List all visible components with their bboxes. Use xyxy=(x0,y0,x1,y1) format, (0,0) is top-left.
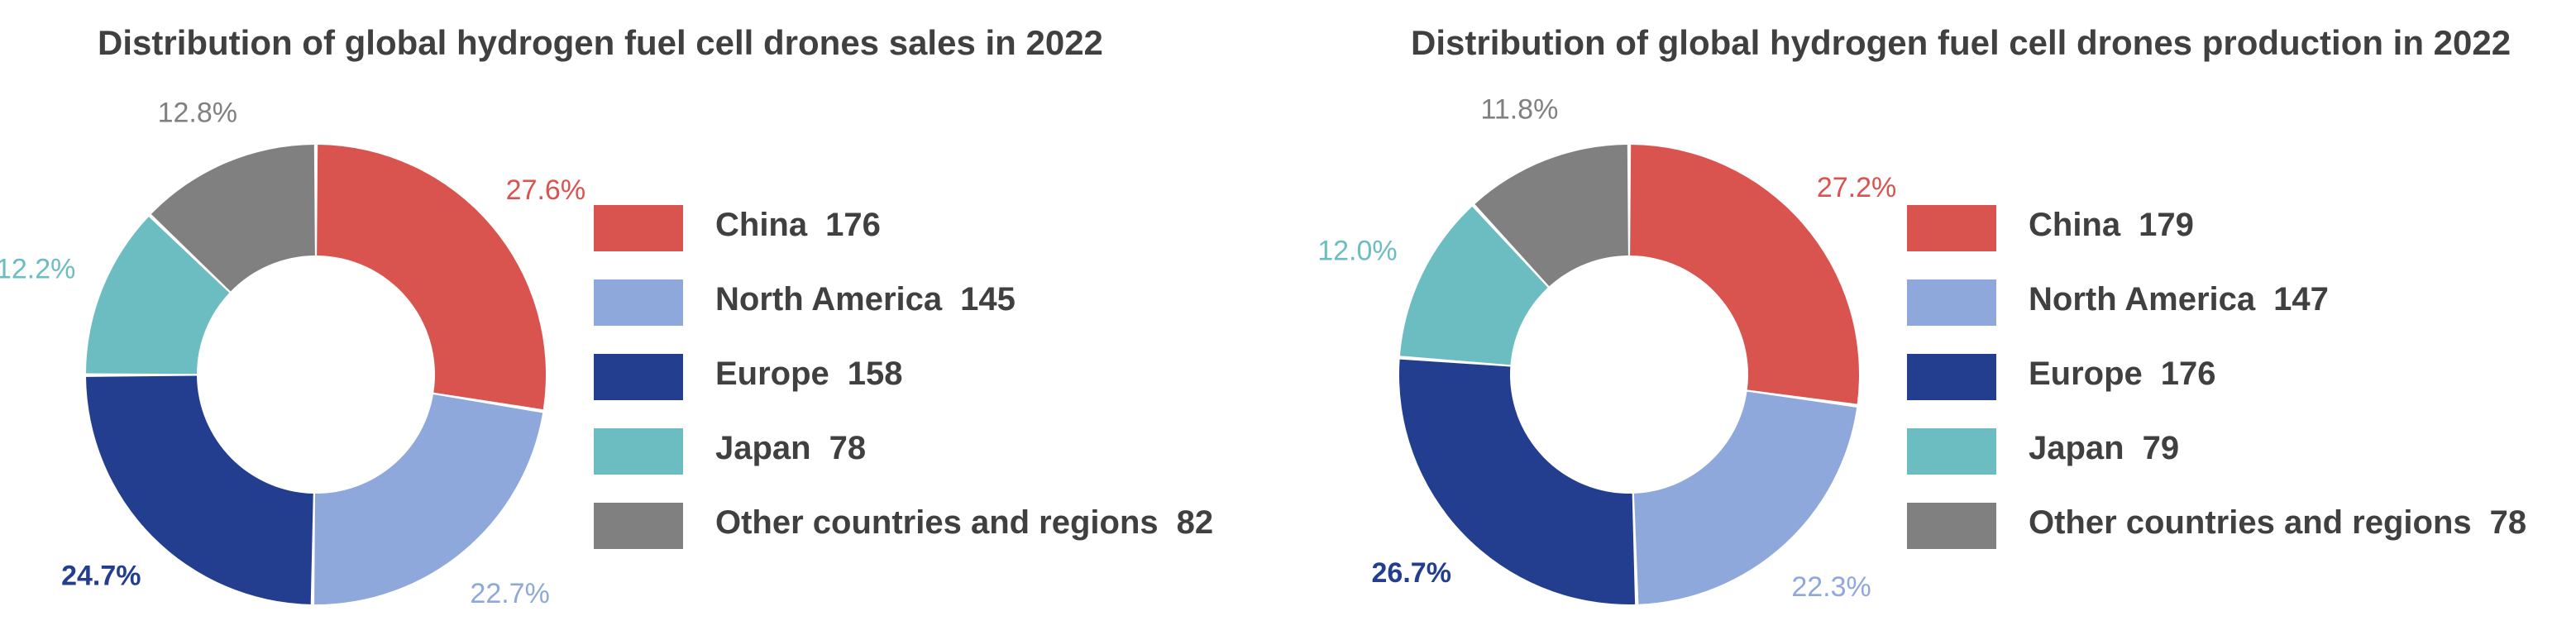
donut-slice-north-america xyxy=(314,394,543,605)
legend-value-japan: 79 xyxy=(2142,430,2180,466)
percent-label-europe: 26.7% xyxy=(1372,557,1451,589)
donut-slice-other-countries-and-regions xyxy=(151,145,315,292)
legend-value-other: 78 xyxy=(2489,504,2527,541)
donut-slice-other-countries-and-regions xyxy=(1474,145,1628,287)
legend-label-china: China xyxy=(2029,207,2121,243)
legend-label-china: China xyxy=(715,207,808,243)
donut-slice-japan xyxy=(86,217,230,375)
percent-label-europe: 24.7% xyxy=(61,560,141,591)
legend-value-north-america: 147 xyxy=(2273,281,2329,318)
percent-label-other-countries-and-regions: 11.8% xyxy=(1480,93,1558,125)
donut-slice-europe xyxy=(86,375,313,604)
legend-swatch-north-america xyxy=(594,279,683,326)
percent-label-north-america: 22.3% xyxy=(1791,571,1871,603)
legend-swatch-other xyxy=(1907,503,1996,549)
legend-swatch-europe xyxy=(594,354,683,400)
sales-donut-chart: 27.6% 22.7% 24.7% 12.2% 12.8% xyxy=(0,98,585,610)
donut-slice-china xyxy=(1630,145,1859,404)
legend-value-china: 176 xyxy=(825,207,881,243)
donut-slice-japan xyxy=(1399,206,1548,365)
donut-slice-north-america xyxy=(1633,391,1857,604)
sales-chart-title: Distribution of global hydrogen fuel cel… xyxy=(98,23,1103,62)
percent-label-other-countries-and-regions: 12.8% xyxy=(158,98,237,129)
legend-value-other: 82 xyxy=(1176,504,1214,541)
production-chart-panel: Distribution of global hydrogen fuel cel… xyxy=(1313,0,2576,635)
legend-label-europe: Europe xyxy=(715,356,829,392)
legend-value-north-america: 145 xyxy=(960,281,1016,318)
legend-value-china: 179 xyxy=(2139,207,2194,243)
legend-swatch-japan xyxy=(1907,428,1996,475)
legend-swatch-china xyxy=(1907,205,1996,251)
legend-label-japan: Japan xyxy=(2029,430,2124,466)
sales-chart-panel: Distribution of global hydrogen fuel cel… xyxy=(0,23,1214,610)
legend-label-other: Other countries and regions xyxy=(715,504,1159,541)
production-donut-chart: 27.2% 22.3% 26.7% 12.0% 11.8% xyxy=(1317,93,1896,604)
legend-value-europe: 176 xyxy=(2160,356,2216,392)
legend-label-north-america: North America xyxy=(715,281,943,318)
donut-slice-europe xyxy=(1399,359,1636,604)
legend-label-europe: Europe xyxy=(2029,356,2143,392)
legend-value-europe: 158 xyxy=(847,356,903,392)
legend-swatch-other xyxy=(594,503,683,549)
legend-label-japan: Japan xyxy=(715,430,811,466)
legend-swatch-north-america xyxy=(1907,279,1996,326)
legend-swatch-japan xyxy=(594,428,683,475)
production-chart-title: Distribution of global hydrogen fuel cel… xyxy=(1411,23,2511,62)
percent-label-china: 27.2% xyxy=(1817,172,1896,203)
legend-value-japan: 78 xyxy=(829,430,867,466)
percent-label-north-america: 22.7% xyxy=(470,578,549,609)
legend-swatch-europe xyxy=(1907,354,1996,400)
percent-label-japan: 12.0% xyxy=(1317,236,1397,267)
donut-slice-china xyxy=(317,145,546,410)
percent-label-china: 27.6% xyxy=(506,174,585,206)
legend-swatch-china xyxy=(594,205,683,251)
legend-label-north-america: North America xyxy=(2029,281,2256,318)
legend-label-other: Other countries and regions xyxy=(2029,504,2472,541)
percent-label-japan: 12.2% xyxy=(0,254,75,285)
